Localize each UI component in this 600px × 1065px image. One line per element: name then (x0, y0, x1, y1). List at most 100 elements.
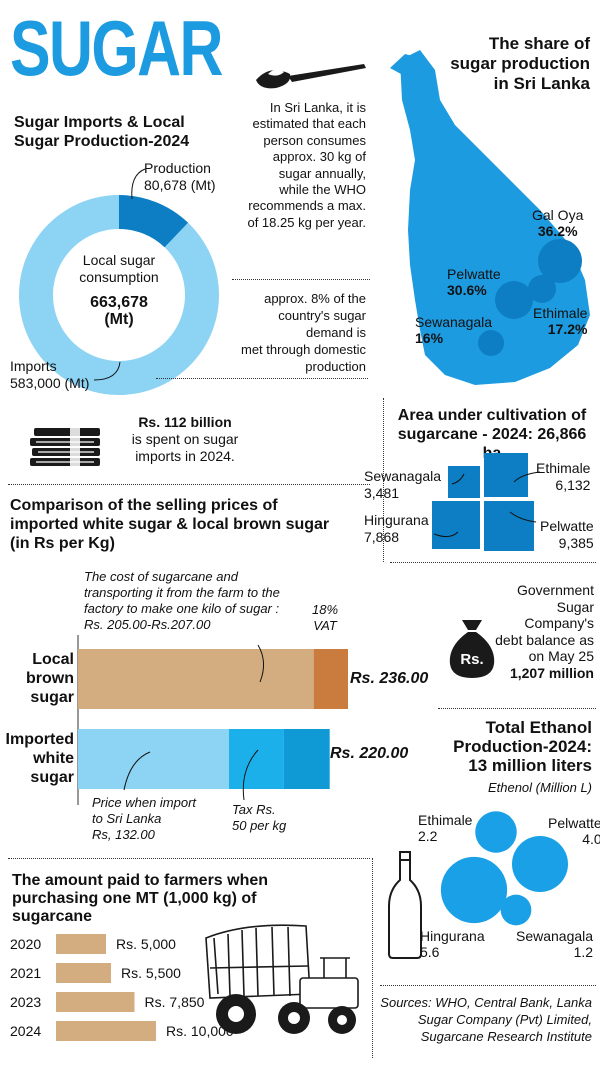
map-title: The share of sugar production in Sri Lan… (440, 34, 590, 94)
debt-line: Government (516, 582, 594, 598)
note-line: met through domestic (240, 342, 366, 357)
ethanol-label-pelwatte: Pelwatte 4.0 (548, 815, 600, 847)
note-line: recommends a max. (248, 198, 366, 214)
donut-chart (18, 194, 220, 395)
farmers-value-label: Rs. 5,000 (116, 936, 176, 952)
map-bubble-sewanagala (478, 330, 504, 356)
bar-label-line: Imported (5, 731, 74, 748)
ethanol-subtitle: Ethenol (Million L) (487, 780, 592, 795)
ethanol-title-line: Production-2024: (453, 737, 592, 756)
import-annotation: Price when import to Sri Lanka Rs, 132.0… (92, 795, 196, 843)
map-label-name: Ethimale (533, 305, 588, 321)
ethanol-bubble-pelwatte (512, 836, 568, 892)
map-bubble-pelwatte (495, 281, 533, 319)
annotation-line: VAT (313, 618, 337, 633)
annotation-line: 50 per kg (232, 818, 287, 833)
ethanol-bubble-hingurana (440, 856, 508, 924)
sources-line: Sugarcane Research Institute (420, 1029, 592, 1044)
map-label-name: Sewanagala (415, 314, 493, 330)
farmers-bar-2023 (56, 992, 135, 1012)
price-segment-0-0 (78, 649, 314, 709)
note-line: approx. 8% of the (264, 291, 366, 306)
note-line: sugar annually, (278, 165, 366, 181)
map-label-galoya: Gal Oya 36.2% (532, 207, 583, 239)
ethanol-bubble-chart (440, 811, 568, 926)
price-segment-0-1 (313, 649, 348, 709)
note-line: person consumes (263, 132, 366, 148)
donut-label-imports: Imports 583,000 (Mt) (10, 358, 89, 392)
vat-annotation: 18% VAT (312, 602, 338, 634)
annotation-line: 18% (312, 602, 339, 617)
bottle-icon (388, 851, 422, 959)
donut-leader-imports (93, 361, 121, 381)
map-label-pelwatte: Pelwatte 30.6% (447, 266, 501, 298)
annotation-line: Tax Rs. (232, 802, 276, 817)
area-item-value: 3,481 (364, 485, 400, 501)
bar-label-local: Local brown sugar (6, 650, 74, 707)
area-item-name: Hingurana (364, 512, 429, 528)
donut-slice-imports (18, 194, 220, 395)
debt-text: Government Sugar Company's debt balance … (494, 582, 594, 681)
farmers-year-label: 2023 (10, 994, 41, 1010)
note-line: estimated that each (252, 116, 366, 132)
area-item-name: Pelwatte (540, 518, 594, 534)
ethanol-point-value: 5.6 (420, 944, 440, 960)
area-item-value: 6,132 (555, 477, 591, 493)
area-item-value: 7,868 (364, 529, 400, 545)
donut-center: Local sugar consumption 663,678 (Mt) (54, 252, 184, 328)
annotation-line: The cost of sugarcane and (84, 569, 238, 584)
farmers-value-label: Rs. 10,000 (166, 1023, 234, 1039)
area-square-ethimale (484, 453, 528, 497)
sources-line: Sugar Company (Pvt) Limited, (417, 1012, 592, 1027)
main-title: SUGAR (10, 4, 223, 92)
map-north (390, 54, 420, 80)
sugar-spoon-icon (256, 64, 366, 89)
note-line: of 18.25 kg per year. (247, 214, 366, 230)
farmers-value-label: Rs. 5,500 (121, 965, 181, 981)
bag-label: Rs. (460, 651, 483, 668)
map-label-value: 16% (415, 330, 444, 346)
bar-label-line: brown (26, 670, 74, 687)
debt-line: Sugar Company's (524, 598, 594, 632)
farmers-bar-2021 (56, 963, 111, 983)
map-bubble-ethimale (528, 275, 556, 303)
divider-vertical (383, 398, 384, 562)
price-title: Comparison of the selling prices of impo… (10, 496, 329, 553)
area-item-value: 9,385 (558, 535, 594, 551)
note-line: approx. 30 kg of (272, 149, 366, 165)
bar-label-imported: Imported white sugar (2, 730, 74, 787)
area-item-name: Ethimale (536, 460, 591, 476)
annotation-line: transporting it from the farm to the (84, 585, 280, 600)
tractor-icon (205, 924, 359, 1034)
bar-label-line: Local (32, 651, 74, 668)
ethanol-point-value: 2.2 (418, 828, 438, 844)
annotation-line: Price when import (92, 795, 197, 810)
debt-line: on May 25 (528, 648, 594, 664)
map-title-line: sugar production (450, 54, 590, 73)
ethanol-point-value: 4.0 (582, 831, 600, 847)
price-segment-1-0 (78, 729, 230, 789)
note-line: In Sri Lanka, it is (269, 100, 366, 115)
area-label-pelwatte: Pelwatte 9,385 (540, 518, 594, 552)
ethanol-title-line: Total Ethanol (485, 718, 592, 737)
ethanol-point-name: Hingurana (420, 928, 485, 944)
farmers-title-line: sugarcane (12, 908, 93, 925)
area-square-hingurana (432, 501, 480, 549)
price-segment-1-1 (229, 729, 284, 789)
donut-center-line: consumption (79, 269, 159, 285)
farmers-title-line: purchasing one MT (1,000 kg) of (12, 890, 257, 907)
price-title-line: (in Rs per Kg) (10, 535, 115, 552)
price-leaders (123, 644, 264, 800)
ethanol-bubble-ethimale (475, 811, 517, 853)
donut-series-name: Production (144, 160, 211, 176)
donut-title-line: Sugar Imports & Local (14, 114, 185, 131)
map-label-value: 30.6% (447, 282, 487, 298)
map-label-name: Pelwatte (447, 266, 501, 282)
divider (156, 378, 368, 379)
donut-title-line: Sugar Production-2024 (14, 133, 190, 150)
annotation-line: to Sri Lanka (92, 811, 162, 826)
sources: Sources: WHO, Central Bank, Lanka Sugar … (376, 994, 592, 1045)
annotation-line: factory to make one kilo of sugar : (84, 601, 280, 616)
tax-annotation: Tax Rs. 50 per kg (232, 802, 286, 834)
donut-slice-production (119, 195, 189, 248)
